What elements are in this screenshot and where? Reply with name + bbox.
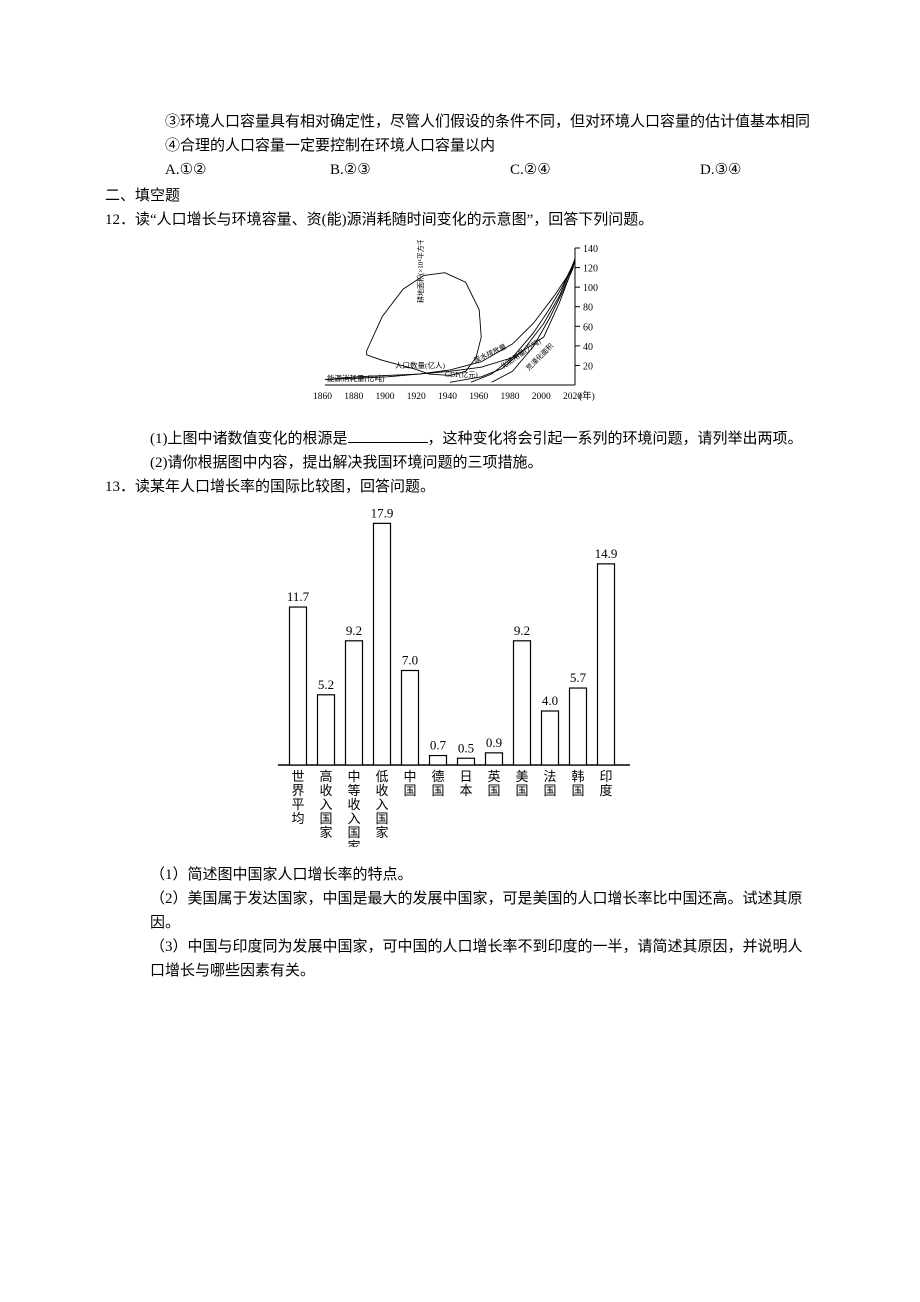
svg-text:1880: 1880 xyxy=(344,392,363,402)
svg-text:40: 40 xyxy=(583,342,593,353)
svg-text:收: 收 xyxy=(347,797,360,812)
svg-text:高: 高 xyxy=(319,769,332,784)
svg-text:120: 120 xyxy=(583,264,598,275)
svg-text:140: 140 xyxy=(583,244,598,255)
svg-text:60: 60 xyxy=(583,322,593,333)
svg-text:德: 德 xyxy=(431,769,444,784)
q12-sub1: (1)上图中诸数值变化的根源是 ，这种变化将会引起一系列的环境问题，请列举出两项。 xyxy=(105,427,815,451)
q12-sub1-prefix: (1)上图中诸数值变化的根源是 xyxy=(150,431,348,447)
svg-text:美: 美 xyxy=(515,769,528,784)
svg-text:1940: 1940 xyxy=(438,392,457,402)
q12-figure: 20 40 60 80 100 120 140 1860 1880 1900 1920 1940 196… xyxy=(105,240,815,423)
svg-text:界: 界 xyxy=(291,783,304,798)
svg-text:能源消耗量(亿吨): 能源消耗量(亿吨) xyxy=(327,373,385,383)
svg-text:9.2: 9.2 xyxy=(514,623,530,638)
svg-text:家: 家 xyxy=(347,839,360,847)
svg-text:0.9: 0.9 xyxy=(486,735,502,750)
svg-text:韩: 韩 xyxy=(571,769,584,784)
svg-text:耕地面积(×10⁴平方千米): 耕地面积(×10⁴平方千米) xyxy=(416,240,425,303)
svg-text:0.7: 0.7 xyxy=(430,738,447,753)
svg-text:中: 中 xyxy=(403,769,416,784)
svg-text:国: 国 xyxy=(487,783,500,798)
svg-text:0.5: 0.5 xyxy=(458,740,474,755)
q11-option-a: A.①② xyxy=(165,158,330,182)
svg-text:印: 印 xyxy=(599,769,612,784)
svg-text:17.9: 17.9 xyxy=(371,507,394,520)
svg-text:100: 100 xyxy=(583,283,598,294)
q11-option-b: B.②③ xyxy=(330,158,510,182)
svg-text:中: 中 xyxy=(347,769,360,784)
svg-text:本: 本 xyxy=(459,783,472,798)
svg-text:国: 国 xyxy=(431,783,444,798)
svg-text:日: 日 xyxy=(459,769,472,784)
svg-text:5.7: 5.7 xyxy=(570,670,587,685)
svg-text:(年): (年) xyxy=(579,390,595,402)
svg-text:家: 家 xyxy=(375,825,388,840)
svg-text:2000: 2000 xyxy=(532,392,551,402)
q12-figure-svg: 20 40 60 80 100 120 140 1860 1880 1900 1920 1940 196… xyxy=(305,240,615,415)
svg-text:1920: 1920 xyxy=(407,392,426,402)
svg-text:等: 等 xyxy=(347,783,360,798)
q12-stem: 12．读“人口增长与环境容量、资(能)源消耗随时间变化的示意图”，回答下列问题。 xyxy=(105,208,815,232)
svg-text:入: 入 xyxy=(319,797,332,812)
svg-text:20: 20 xyxy=(583,361,593,372)
svg-text:入: 入 xyxy=(375,797,388,812)
svg-text:1900: 1900 xyxy=(376,392,395,402)
svg-text:收: 收 xyxy=(319,783,332,798)
svg-text:家: 家 xyxy=(319,825,332,840)
svg-text:1960: 1960 xyxy=(469,392,488,402)
svg-text:国: 国 xyxy=(515,783,528,798)
svg-text:低: 低 xyxy=(375,769,388,784)
svg-text:80: 80 xyxy=(583,303,593,314)
svg-text:国: 国 xyxy=(375,811,388,826)
svg-text:国: 国 xyxy=(403,783,416,798)
q13-sub3: （3）中国与印度同为发展中国家，可中国的人口增长率不到印度的一半，请简述其原因，… xyxy=(105,935,815,983)
q13-chart-svg: 11.7世界平均5.2高收入国家9.2中等收入国家17.9低收入国家7.0中国0… xyxy=(270,507,650,847)
svg-text:11.7: 11.7 xyxy=(287,589,310,604)
q12-sub2: (2)请你根据图中内容，提出解决我国环境问题的三项措施。 xyxy=(105,451,815,475)
svg-text:国: 国 xyxy=(571,783,584,798)
svg-text:平: 平 xyxy=(291,797,304,812)
svg-text:国: 国 xyxy=(543,783,556,798)
svg-text:英: 英 xyxy=(487,769,500,784)
svg-text:国: 国 xyxy=(347,825,360,840)
q11-stmt3: ③环境人口容量具有相对确定性，尽管人们假设的条件不同，但对环境人口容量的估计值基… xyxy=(105,110,815,134)
svg-text:4.0: 4.0 xyxy=(542,693,558,708)
q11-option-c: C.②④ xyxy=(510,158,700,182)
svg-text:人口数量(亿人): 人口数量(亿人) xyxy=(395,360,445,370)
svg-text:入: 入 xyxy=(347,811,360,826)
svg-text:均: 均 xyxy=(291,811,304,826)
svg-text:法: 法 xyxy=(543,769,556,784)
svg-text:9.2: 9.2 xyxy=(346,623,362,638)
q11-stmt4: ④合理的人口容量一定要控制在环境人口容量以内 xyxy=(105,134,815,158)
q11-option-d: D.③④ xyxy=(700,158,741,182)
svg-text:度: 度 xyxy=(599,783,612,798)
svg-text:7.0: 7.0 xyxy=(402,653,418,668)
section-2-header: 二、填空题 xyxy=(105,184,815,208)
q11-options: A.①② B.②③ C.②④ D.③④ xyxy=(105,158,815,182)
svg-text:5.2: 5.2 xyxy=(318,677,334,692)
svg-text:国: 国 xyxy=(319,811,332,826)
blank-fill xyxy=(348,428,428,443)
q13-stem: 13．读某年人口增长率的国际比较图，回答问题。 xyxy=(105,475,815,499)
svg-text:14.9: 14.9 xyxy=(595,546,618,561)
svg-text:收: 收 xyxy=(375,783,388,798)
svg-text:GDP(亿元): GDP(亿元) xyxy=(445,370,478,379)
svg-text:世: 世 xyxy=(291,769,304,784)
q13-sub2: （2）美国属于发达国家，中国是最大的发展中国家，可是美国的人口增长率比中国还高。… xyxy=(105,887,815,935)
svg-text:1860: 1860 xyxy=(313,392,332,402)
q13-figure: 11.7世界平均5.2高收入国家9.2中等收入国家17.9低收入国家7.0中国0… xyxy=(105,507,815,855)
q13-sub1: （1）简述图中国家人口增长率的特点。 xyxy=(105,863,815,887)
svg-text:1980: 1980 xyxy=(501,392,520,402)
q12-sub1-suffix: ，这种变化将会引起一系列的环境问题，请列举出两项。 xyxy=(428,431,803,447)
